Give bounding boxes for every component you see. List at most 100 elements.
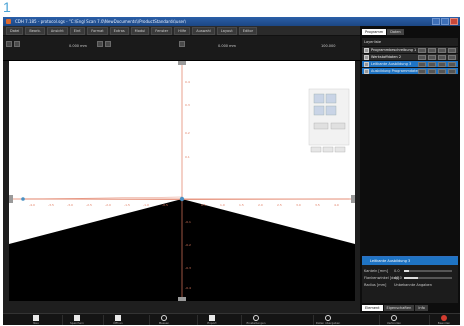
property-row: Radius [mm] Unbekannte Angaben xyxy=(364,282,456,288)
layer-option-button[interactable] xyxy=(428,62,436,67)
tool-move-button[interactable] xyxy=(14,41,20,47)
construction-line-left xyxy=(22,198,183,201)
command-label: Speichern xyxy=(70,321,84,325)
figure-number: 1 xyxy=(3,0,11,15)
layer-option-button[interactable] xyxy=(428,48,436,53)
toolbar: 0.000 mm 0.000 mm 100.000 xyxy=(3,36,363,61)
layer-option-button[interactable] xyxy=(418,55,426,60)
property-value[interactable]: 0.0 xyxy=(394,269,400,273)
bottom-tab[interactable]: Element xyxy=(362,305,383,311)
layer-option-button[interactable] xyxy=(448,69,456,74)
layer-option-button[interactable] xyxy=(448,55,456,60)
layer-option-button[interactable] xyxy=(428,69,436,74)
x-tick-label: -1.5 xyxy=(124,203,130,207)
readout-right: 100.000 xyxy=(321,44,336,48)
property-row: Kanteln [mm] 0.0 xyxy=(364,268,456,274)
y-tick-label: 0.3 xyxy=(185,103,190,107)
menu-item[interactable]: Modul xyxy=(130,26,150,35)
maximize-button[interactable] xyxy=(441,18,449,25)
property-slider-fill xyxy=(404,270,409,272)
layer-option-button[interactable] xyxy=(438,48,446,53)
upload-icon xyxy=(325,315,331,321)
property-value[interactable]: 40.0 xyxy=(394,276,402,280)
view-mode-button-3[interactable] xyxy=(334,146,346,153)
layer-row[interactable]: Leitkante Ausbildung 3 xyxy=(362,61,458,68)
pan-icon[interactable] xyxy=(313,105,325,116)
layer-option-button[interactable] xyxy=(448,62,456,67)
right-scroll-handle[interactable] xyxy=(351,195,355,203)
x-tick-label: -2.0 xyxy=(105,203,111,207)
menu-item[interactable]: Extras xyxy=(109,26,129,35)
panel-tab[interactable]: Daten xyxy=(387,29,404,35)
layer-option-button[interactable] xyxy=(418,62,426,67)
properties-header: Leitkante Ausbildung 3 xyxy=(362,257,458,265)
property-label: Kanteln [mm] xyxy=(364,269,388,273)
view-option-button-2[interactable] xyxy=(330,122,346,130)
x-tick-label: -3.5 xyxy=(48,203,54,207)
layer-visibility-icon[interactable] xyxy=(364,62,369,67)
command-separator xyxy=(313,315,314,325)
menu-item[interactable]: Editor xyxy=(238,26,258,35)
layer-option-button[interactable] xyxy=(438,69,446,74)
x-tick-label: 1.5 xyxy=(239,203,244,207)
menu-item[interactable]: Fenster xyxy=(151,26,173,35)
menu-item[interactable]: Bearb. xyxy=(25,26,45,35)
apex-point[interactable] xyxy=(179,196,185,202)
property-value[interactable]: Unbekannte Angaben xyxy=(394,283,432,287)
tool-pan-button[interactable] xyxy=(105,41,111,47)
layer-option-button[interactable] xyxy=(418,48,426,53)
layer-row[interactable]: Ausbildung Programmdaten xyxy=(362,68,458,75)
application-window: CDH 7.185 - protocol.sgs - "C:\Engl Scan… xyxy=(3,17,460,325)
new-document-icon xyxy=(33,315,39,321)
layer-visibility-icon[interactable] xyxy=(364,69,369,74)
title-bar: CDH 7.185 - protocol.sgs - "C:\Engl Scan… xyxy=(3,17,460,26)
layer-option-button[interactable] xyxy=(448,48,456,53)
left-point[interactable] xyxy=(21,197,25,201)
menu-item[interactable]: Hilfe xyxy=(174,26,191,35)
minimize-button[interactable] xyxy=(432,18,440,25)
menu-item[interactable]: Einf. xyxy=(69,26,86,35)
close-button[interactable] xyxy=(450,18,458,25)
menu-item[interactable]: Datei xyxy=(6,26,24,35)
command-label: Export xyxy=(207,321,217,325)
measure-icon xyxy=(161,315,167,321)
menu-item[interactable]: Auswahl xyxy=(192,26,215,35)
top-scroll-handle[interactable] xyxy=(178,61,186,65)
window-controls xyxy=(432,18,458,25)
bottom-tab[interactable]: Eigenschaften xyxy=(383,305,415,311)
property-slider[interactable] xyxy=(404,277,452,279)
zoom-in-icon[interactable] xyxy=(313,93,325,104)
layer-option-button[interactable] xyxy=(438,55,446,60)
profile-drawing: 0.4 0.3 0.2 0.1 -0.1 -0.2 -0.3 -0.4 -4.0 -3.5 -3.… xyxy=(9,61,355,301)
fit-view-icon[interactable] xyxy=(325,105,337,116)
property-slider[interactable] xyxy=(404,270,452,272)
layer-visibility-icon[interactable] xyxy=(364,48,369,53)
left-scroll-handle[interactable] xyxy=(9,195,13,203)
layer-option-button[interactable] xyxy=(438,62,446,67)
command-label: Einstellungen xyxy=(246,321,266,325)
drawing-canvas[interactable]: 0.4 0.3 0.2 0.1 -0.1 -0.2 -0.3 -0.4 -4.0 -3.5 -3.… xyxy=(9,61,355,301)
menu-item[interactable]: Format xyxy=(87,26,108,35)
layer-row[interactable]: Werkstoffdaten 2 xyxy=(362,54,458,61)
bottom-scroll-handle[interactable] xyxy=(178,297,186,301)
command-label: Beenden xyxy=(437,321,451,325)
layer-option-button[interactable] xyxy=(428,55,436,60)
layer-visibility-icon[interactable] xyxy=(364,55,369,60)
command-bar: Neu Speichern Öffnen Messen Export Einstellun… xyxy=(3,313,460,325)
tool-select-button[interactable] xyxy=(6,41,12,47)
menu-item[interactable]: Ansicht xyxy=(46,26,68,35)
bottom-tab[interactable]: Info xyxy=(415,305,428,311)
menu-item[interactable]: Layout xyxy=(216,26,237,35)
x-tick-label: -0.5 xyxy=(162,203,168,207)
view-mode-button-1[interactable] xyxy=(310,146,322,153)
view-option-button-1[interactable] xyxy=(313,122,329,130)
tool-zoom-button[interactable] xyxy=(97,41,103,47)
zoom-out-icon[interactable] xyxy=(325,93,337,104)
layer-option-button[interactable] xyxy=(418,69,426,74)
x-tick-label: -3.0 xyxy=(67,203,73,207)
view-mode-button-2[interactable] xyxy=(322,146,334,153)
panel-tab[interactable]: Programm xyxy=(362,29,387,35)
layer-row[interactable]: Programmbeschreibung 1 xyxy=(362,47,458,54)
tool-fit-button[interactable] xyxy=(179,41,185,47)
property-slider-fill xyxy=(404,277,419,279)
